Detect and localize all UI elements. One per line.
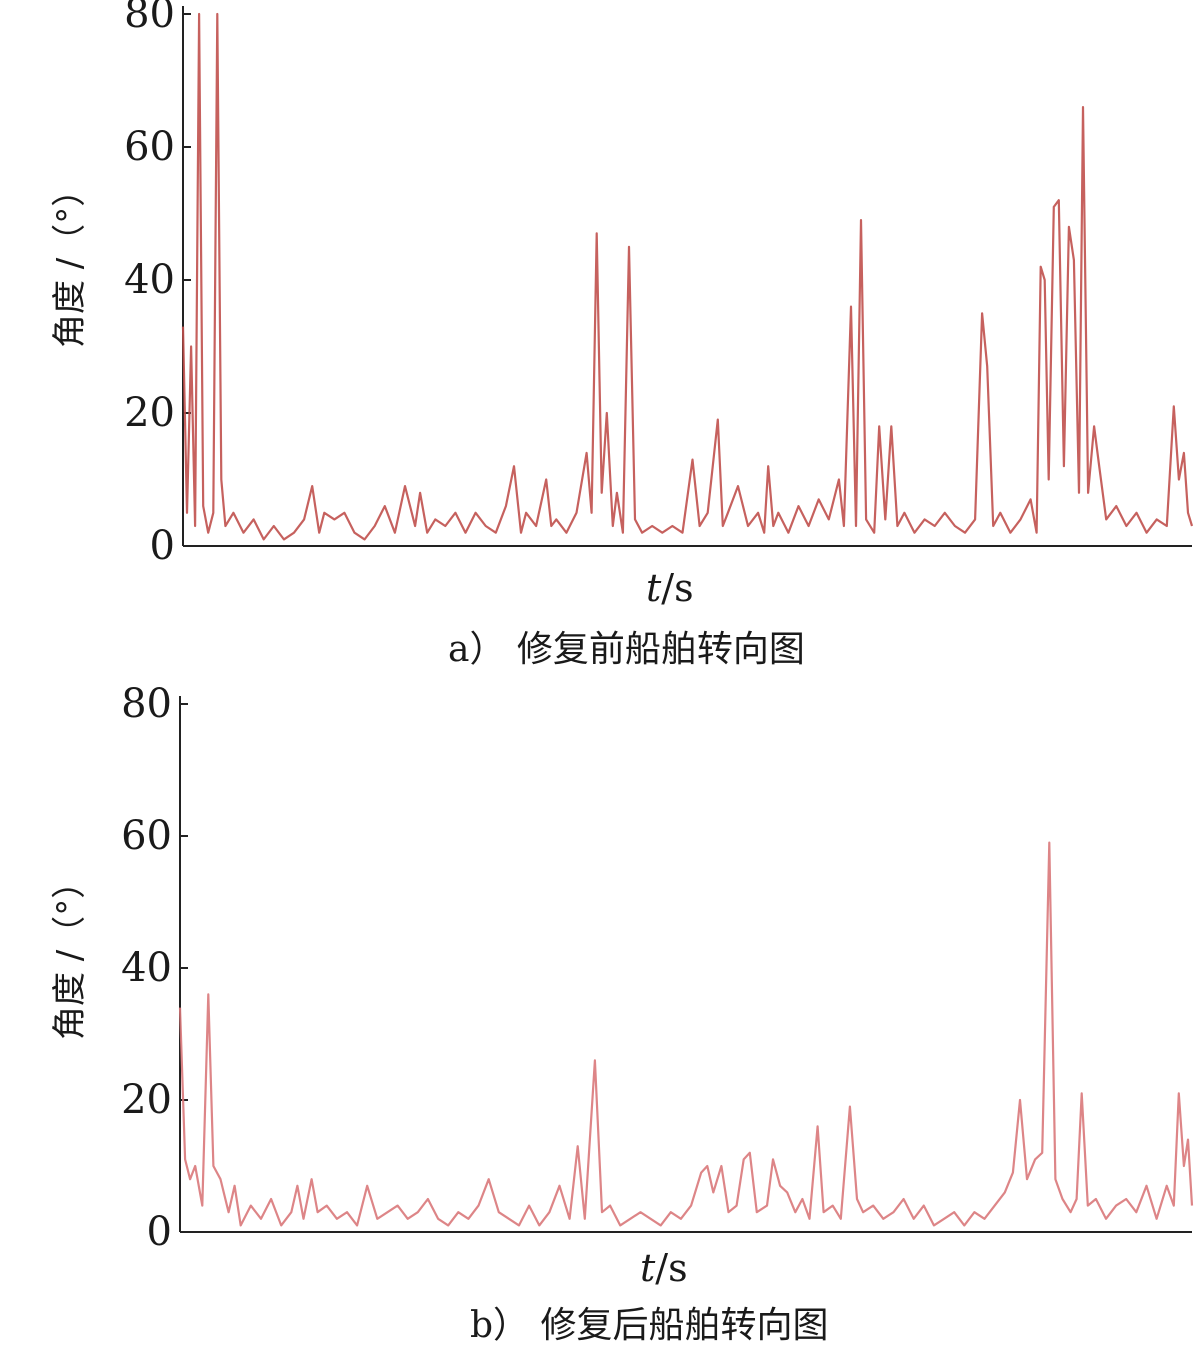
x-axis-label-a: t/s bbox=[646, 566, 694, 610]
x-axis-label-b: t/s bbox=[640, 1246, 688, 1290]
y-tick-label-b-1: 20 bbox=[121, 1077, 172, 1123]
y-tick-label-b-2: 40 bbox=[121, 945, 172, 991]
caption-b: b） 修复后船舶转向图 bbox=[470, 1296, 829, 1348]
y-tick-label-b-3: 60 bbox=[121, 813, 172, 859]
y-tick-label-a-0: 0 bbox=[150, 523, 175, 569]
y-tick-label-b-0: 0 bbox=[147, 1209, 172, 1255]
panel-b: 0 20 40 60 80 角度 /（°） t/s b） 修复后船舶转向图 bbox=[0, 680, 1200, 1365]
y-axis-label-b: 角度 /（°） bbox=[50, 864, 90, 1040]
panel-a: 0 20 40 60 80 角度 /（°） t/s a） 修复前船舶转向图 bbox=[0, 0, 1200, 680]
y-tick-label-a-4: 80 bbox=[124, 0, 175, 37]
y-tick-label-a-2: 40 bbox=[124, 257, 175, 303]
x-axis-var-b: t bbox=[640, 1246, 656, 1290]
y-tick-label-a-1: 20 bbox=[124, 390, 175, 436]
caption-a: a） 修复前船舶转向图 bbox=[448, 620, 805, 672]
y-tick-label-a-3: 60 bbox=[124, 124, 175, 170]
caption-text-b: 修复后船舶转向图 bbox=[540, 1305, 829, 1346]
y-tick-label-b-4: 80 bbox=[121, 681, 172, 727]
caption-text-a: 修复前船舶转向图 bbox=[516, 629, 805, 670]
series-line-a-0 bbox=[181, 12, 1194, 541]
plot-area-a: 0 20 40 60 80 bbox=[124, 0, 1194, 569]
x-axis-unit-b: /s bbox=[655, 1246, 688, 1290]
series-line-b-0 bbox=[178, 841, 1194, 1227]
y-axis-label-a: 角度 /（°） bbox=[50, 172, 90, 348]
caption-tag-b: b） bbox=[470, 1305, 530, 1346]
x-axis-var-a: t bbox=[646, 566, 662, 610]
caption-tag-a: a） bbox=[448, 629, 506, 670]
x-axis-unit-a: /s bbox=[661, 566, 694, 610]
plot-area-b: 0 20 40 60 80 bbox=[121, 681, 1194, 1255]
